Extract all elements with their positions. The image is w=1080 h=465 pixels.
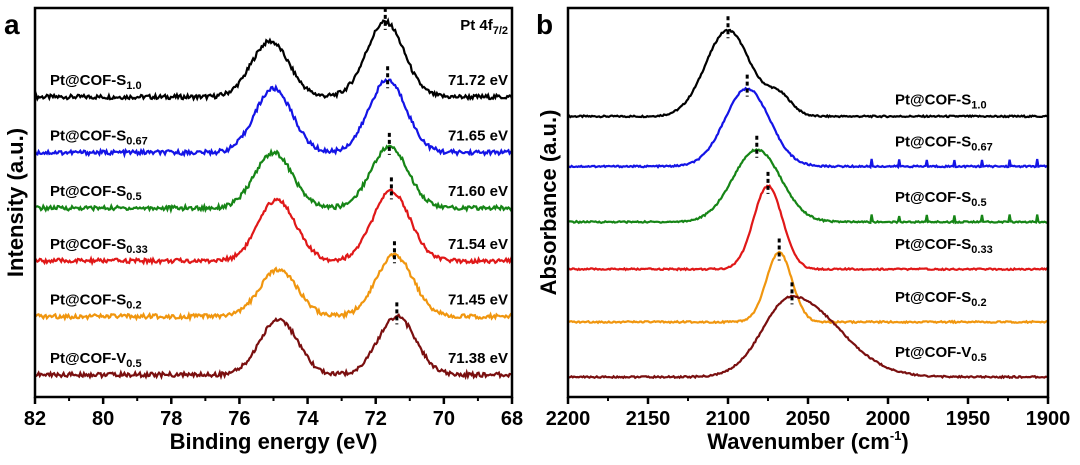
series-line-3 xyxy=(34,188,514,267)
series-label-4: Pt@COF-S0.2 xyxy=(895,289,987,309)
series-label-2: Pt@COF-S0.5 xyxy=(895,189,987,209)
x-axis-label: Binding energy (eV) xyxy=(170,429,378,454)
peak-value-label-3: 71.54 eV xyxy=(448,236,508,253)
series-line-0 xyxy=(33,17,514,102)
series-label-3: Pt@COF-S0.33 xyxy=(895,236,993,256)
series-line-5 xyxy=(567,294,1049,380)
peak-value-label-4: 71.45 eV xyxy=(448,291,508,308)
panel-label-b: b xyxy=(536,9,553,40)
x-tick-label: 2000 xyxy=(866,408,911,430)
series-label-3: Pt@COF-S0.33 xyxy=(50,236,148,256)
peak-value-label-1: 71.65 eV xyxy=(448,127,508,144)
series-label-4: Pt@COF-S0.2 xyxy=(50,291,142,311)
series-line-1 xyxy=(567,86,1049,170)
peak-value-label-5: 71.38 eV xyxy=(448,350,508,367)
x-tick-label: 80 xyxy=(92,408,114,430)
y-axis-label: Intensity (a.u.) xyxy=(3,128,28,277)
x-tick-label: 2050 xyxy=(786,408,831,430)
series-line-1 xyxy=(33,77,513,159)
x-tick-label: 2100 xyxy=(706,408,751,430)
x-tick-label: 2200 xyxy=(546,408,591,430)
series-label-1: Pt@COF-S0.67 xyxy=(50,127,148,147)
series-label-0: Pt@COF-S1.0 xyxy=(895,91,987,111)
panel-a: Pt@COF-S1.0 71.72 eV Pt@COF-S0.67 71.65 eV P… xyxy=(3,6,523,454)
series-line-3 xyxy=(567,184,1049,272)
series-line-2 xyxy=(35,144,513,214)
x-tick-label: 76 xyxy=(228,408,250,430)
x-tick-label: 1950 xyxy=(946,408,991,430)
series-line-4 xyxy=(567,250,1049,325)
series-label-5: Pt@COF-V0.5 xyxy=(50,350,142,370)
x-tick-label: 68 xyxy=(501,408,523,430)
panel-b: Pt@COF-S1.0 Pt@COF-S0.67 Pt@COF-S0.5 Pt@COF… xyxy=(536,6,1071,454)
series-line-4 xyxy=(34,252,513,323)
x-tick-label: 70 xyxy=(433,408,455,430)
series-label-0: Pt@COF-S1.0 xyxy=(50,72,142,92)
y-axis-label: Absorbance (a.u.) xyxy=(536,110,561,296)
x-tick-label: 82 xyxy=(24,408,46,430)
series-label-1: Pt@COF-S0.67 xyxy=(895,133,993,153)
peak-value-label-0: 71.72 eV xyxy=(448,72,508,89)
series-line-0 xyxy=(567,28,1049,119)
peak-value-label-2: 71.60 eV xyxy=(448,183,508,200)
x-tick-label: 2150 xyxy=(626,408,671,430)
series-line-2 xyxy=(568,148,1049,225)
x-tick-label: 1900 xyxy=(1026,408,1071,430)
x-axis-label: Wavenumber (cm-1) xyxy=(707,428,908,454)
series-label-5: Pt@COF-V0.5 xyxy=(895,344,987,364)
x-tick-label: 78 xyxy=(160,408,182,430)
series-label-2: Pt@COF-S0.5 xyxy=(50,183,142,203)
x-tick-label: 72 xyxy=(365,408,387,430)
annotation-label: Pt 4f7/2 xyxy=(460,17,508,37)
series-line-5 xyxy=(34,313,513,381)
x-tick-label: 74 xyxy=(296,408,319,430)
panel-label-a: a xyxy=(4,9,20,40)
